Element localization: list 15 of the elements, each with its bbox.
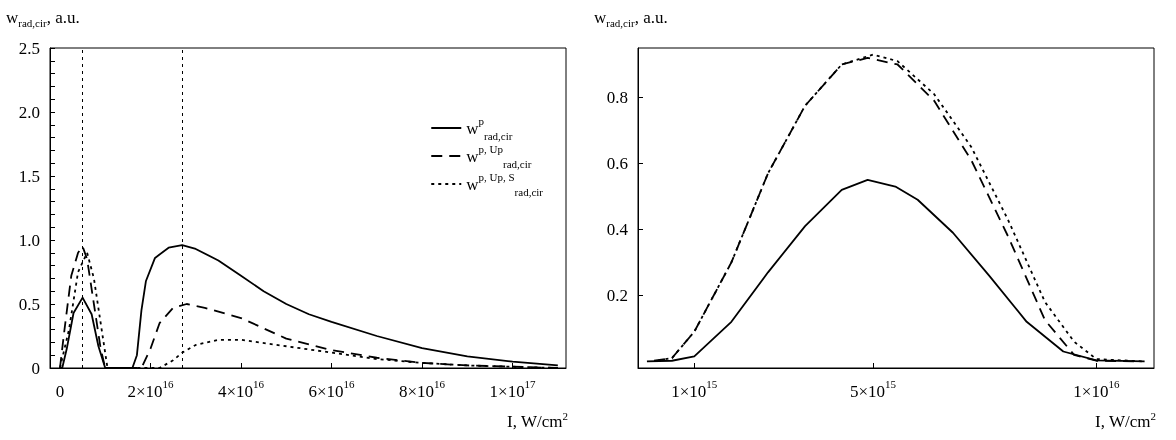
y-tick-label: 0.6 — [606, 153, 628, 173]
y-tick-label: 0.2 — [606, 285, 628, 305]
x-tick-label: 0 — [55, 381, 65, 401]
y-tick-label: 0 — [31, 358, 40, 378]
x-axis-title: I, W/cm$^{2}$ — [507, 410, 568, 432]
y-tick-label: 2.5 — [18, 38, 40, 58]
y-tick-label: 0.8 — [606, 87, 628, 107]
y-tick-label: 2.0 — [18, 102, 40, 122]
y-axis-title: w$_{rad,cir}$, a.u. — [594, 8, 668, 30]
y-axis-title: w$_{rad,cir}$, a.u. — [6, 8, 80, 30]
x-axis-title: I, W/cm$^{2}$ — [1095, 410, 1156, 432]
y-tick-label: 0.4 — [606, 219, 629, 239]
y-tick-label: 1.0 — [18, 230, 40, 250]
y-tick-label: 0.5 — [18, 294, 40, 314]
y-tick-label: 1.5 — [18, 166, 40, 186]
